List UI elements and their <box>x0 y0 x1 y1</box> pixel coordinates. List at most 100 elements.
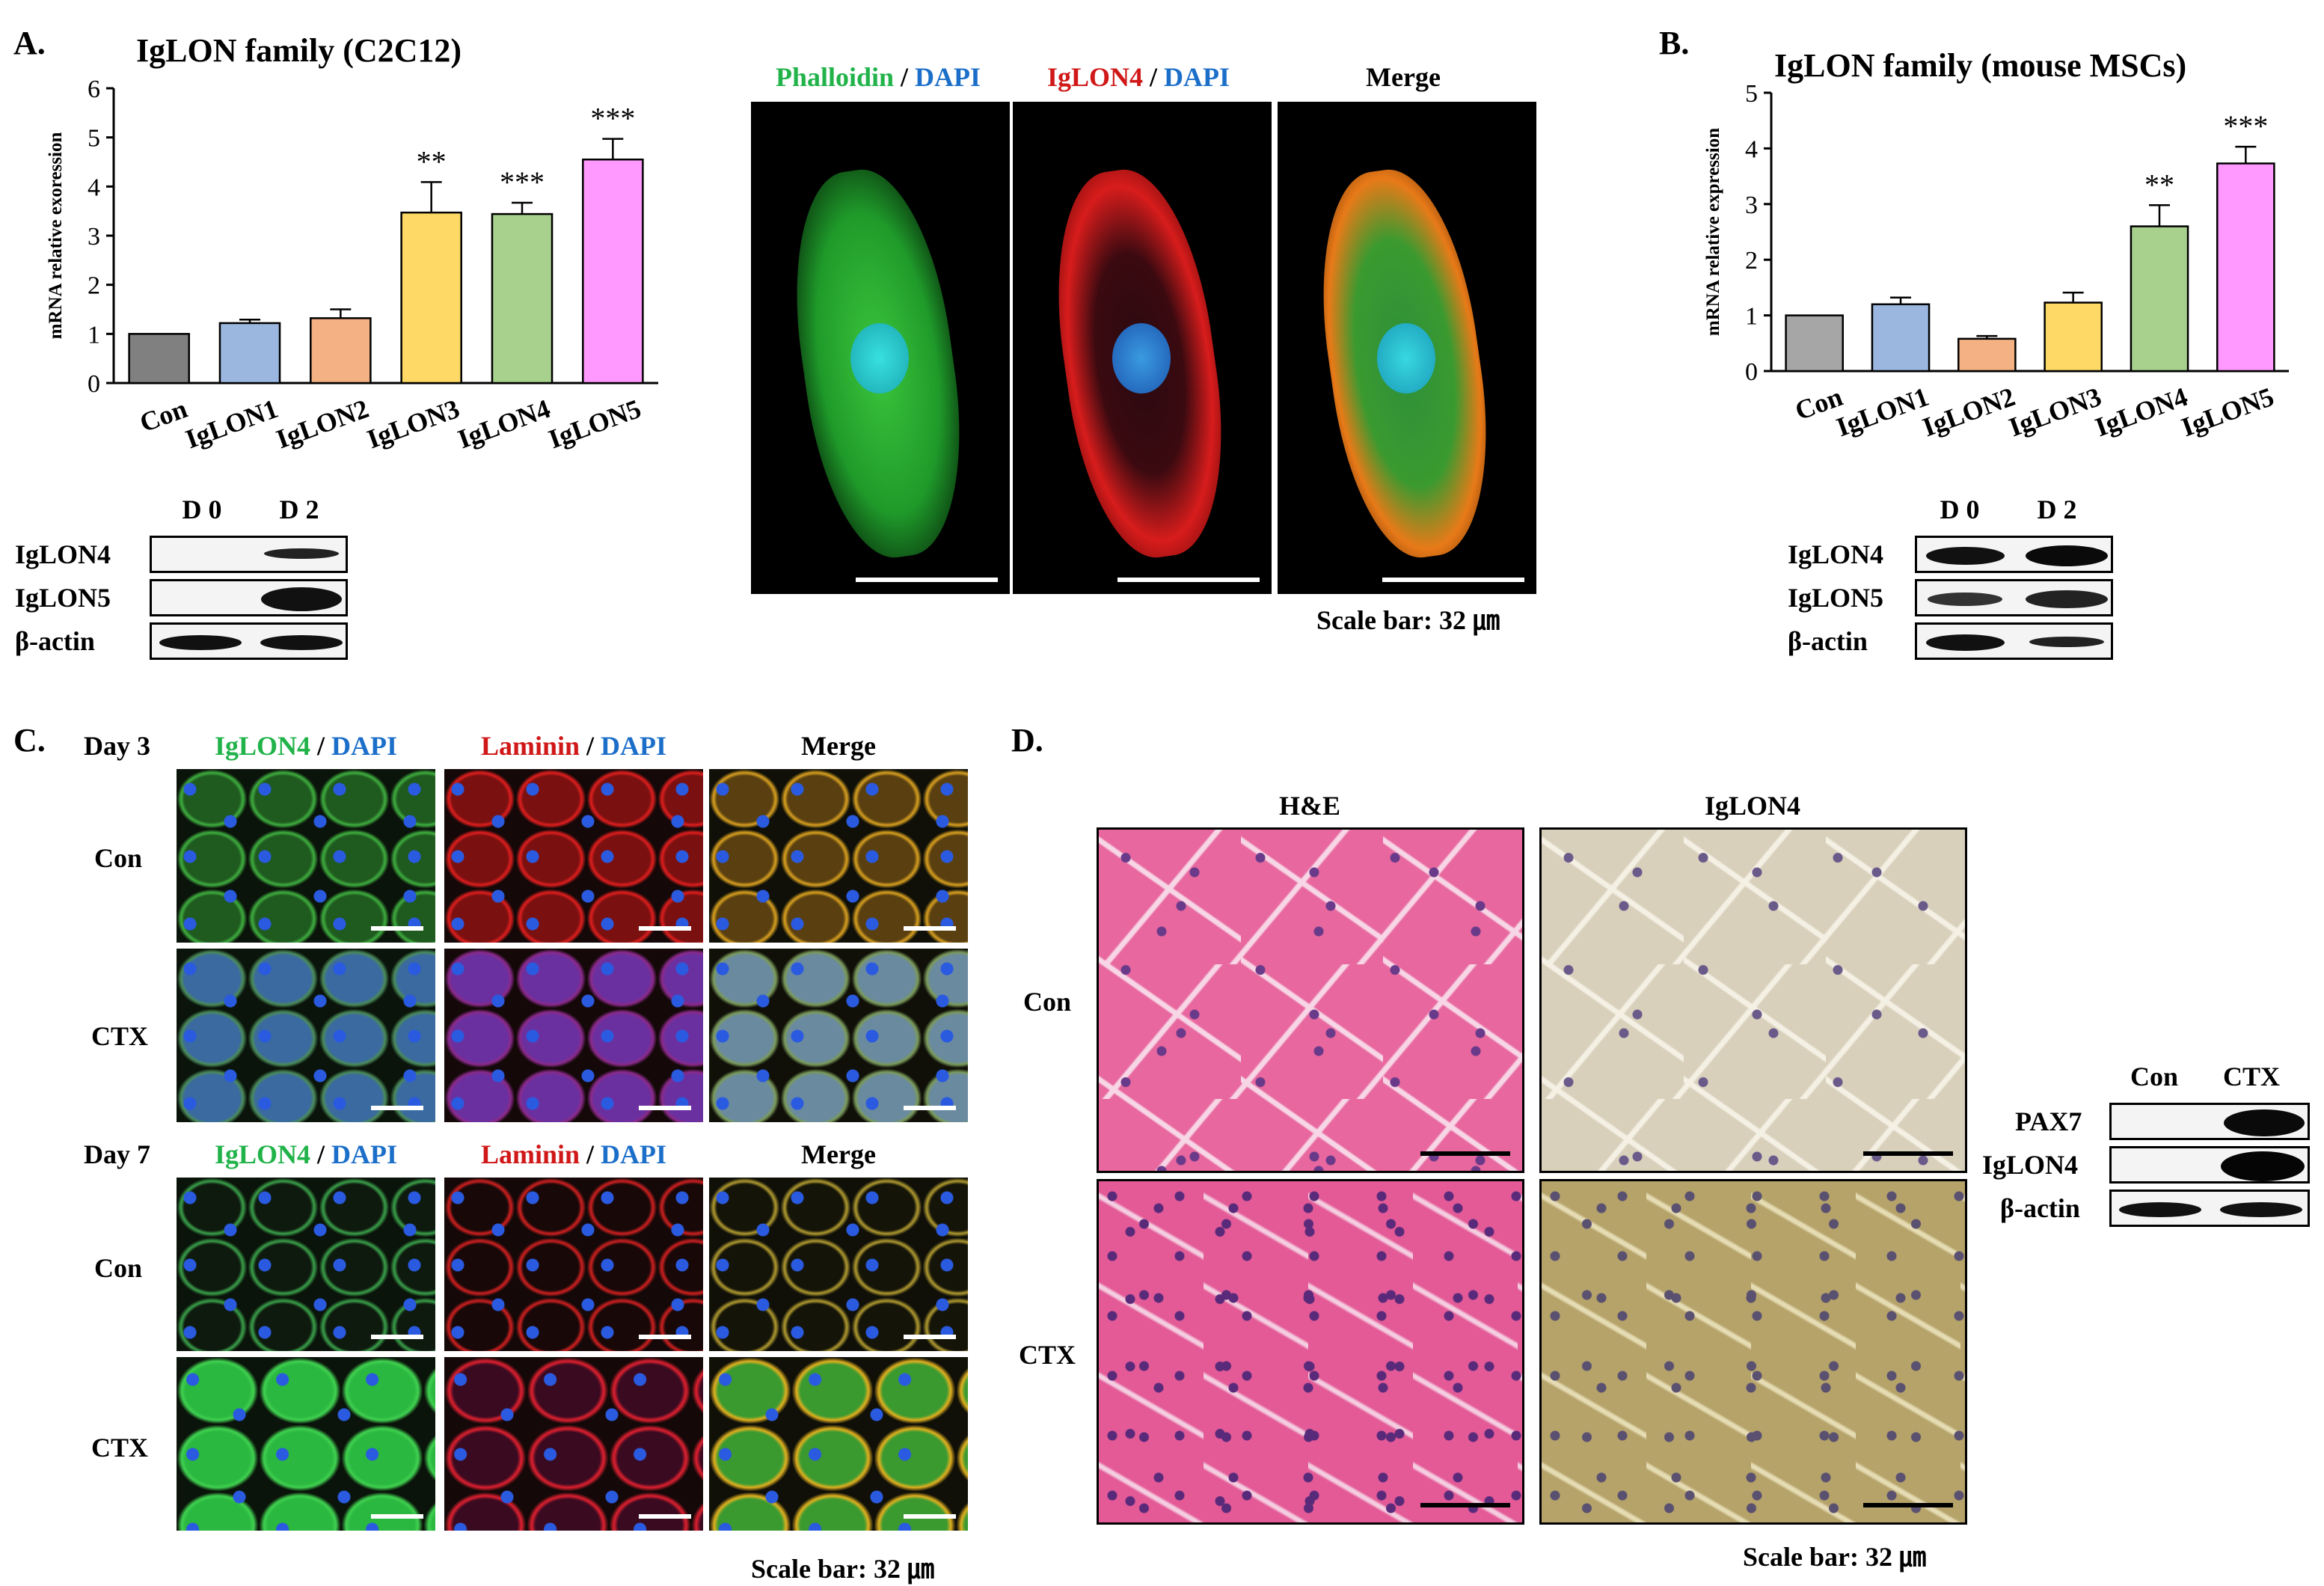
day7-label: Day 7 <box>84 1139 150 1169</box>
y-tick-label: 5 <box>88 125 100 153</box>
y-tick-label: 4 <box>1745 135 1758 163</box>
if-image-cell <box>177 1178 435 1351</box>
blot-lane-label: D 2 <box>279 495 319 524</box>
blot-row-label: IgLON5 <box>15 583 111 613</box>
y-axis-label: mRNA relative expression <box>1703 128 1723 336</box>
blot-row-label: β-actin <box>15 626 95 656</box>
y-tick-label: 2 <box>88 272 100 300</box>
c-header-merge: Merge <box>801 731 876 761</box>
if-header-merge: Merge <box>1366 62 1441 92</box>
c-header-iglon4-day7: IgLON4 / DAPI <box>214 1139 398 1169</box>
y-tick-label: 5 <box>1745 80 1758 108</box>
scale-bar-label-d: Scale bar: 32 ㎛ <box>1743 1542 1926 1572</box>
if-image-cell <box>709 1178 968 1351</box>
panel-label-b: B. <box>1659 25 1690 61</box>
d-row-ctx: CTX <box>1019 1340 1076 1370</box>
bar <box>1957 337 2017 373</box>
x-tick-label: IgLON4 <box>454 394 554 454</box>
y-tick-label: 0 <box>1745 358 1758 386</box>
d-header-iglon4: IgLON4 <box>1704 791 1801 821</box>
blot-strip <box>2109 1103 2310 1140</box>
blot-strip <box>1915 622 2113 660</box>
y-tick-label: 4 <box>88 174 100 201</box>
ihc-image-ctx <box>1539 1179 1967 1525</box>
western-blot-d: Con CTX PAX7 IgLON4 β-actin <box>1982 1061 2319 1240</box>
western-blot-a: D 0 D 2 IgLON4 IgLON5 β-actin <box>15 494 509 666</box>
western-blot-b: D 0 D 2 IgLON4 IgLON5 β-actin <box>1788 494 2274 666</box>
if-image-cell <box>444 769 703 943</box>
scale-bar-label-c: Scale bar: 32 ㎛ <box>751 1554 934 1584</box>
blot-strip <box>1915 579 2113 616</box>
x-tick-label: IgLON5 <box>545 394 645 454</box>
scale-bar <box>371 1514 423 1519</box>
if-image-cell <box>709 1357 968 1531</box>
panel-label-c: C. <box>13 722 46 759</box>
significance-label: *** <box>590 102 635 135</box>
scale-bar <box>639 926 691 931</box>
bar <box>1871 303 1931 373</box>
bar <box>2130 225 2189 373</box>
panel-label-d: D. <box>1011 722 1043 759</box>
if-image-cell <box>177 1357 435 1531</box>
blot-lane-label: D 0 <box>1940 495 1980 524</box>
blot-lane-label: D 2 <box>2037 495 2077 524</box>
day3-label: Day 3 <box>84 731 150 761</box>
bar <box>218 322 281 385</box>
c-row-ctx-day7: CTX <box>91 1433 149 1463</box>
scale-bar <box>904 1514 956 1519</box>
c-header-laminin: Laminin / DAPI <box>480 731 667 761</box>
y-tick-label: 3 <box>88 223 100 251</box>
x-tick-label: IgLON4 <box>2091 382 2192 442</box>
blot-strip <box>1915 536 2113 573</box>
scale-bar-label: Scale bar: 32 ㎛ <box>1316 605 1500 635</box>
c-row-con-day3: Con <box>94 843 143 873</box>
panel-label-a: A. <box>13 25 46 61</box>
bar <box>128 333 190 385</box>
y-axis-label: mRNA relative exoression <box>46 132 66 340</box>
y-tick-label: 2 <box>1745 247 1758 275</box>
blot-row-label: IgLON4 <box>15 539 111 569</box>
bar-chart-mouse-mscs: IgLON family (mouse MSCs) mRNA relative e… <box>1703 47 2289 442</box>
if-image-cell <box>177 949 435 1122</box>
if-image-cell <box>444 1178 703 1351</box>
if-image-cell <box>444 1357 703 1531</box>
bar <box>310 317 372 385</box>
blot-row-label: PAX7 <box>2015 1106 2082 1136</box>
significance-label: ** <box>2144 168 2174 201</box>
y-tick-label: 1 <box>1745 303 1758 331</box>
c-row-con-day7: Con <box>94 1253 143 1283</box>
blot-strip <box>150 536 348 573</box>
significance-label: *** <box>500 165 545 199</box>
d-row-con: Con <box>1023 987 1072 1017</box>
scale-bar <box>639 1106 691 1110</box>
blot-lane-label: D 0 <box>182 495 222 524</box>
blot-lane-label: Con <box>2130 1062 2179 1091</box>
if-header-phalloidin: Phalloidin / DAPI <box>775 62 981 92</box>
scale-bar <box>639 1514 691 1519</box>
d-header-he: H&E <box>1278 791 1340 821</box>
blot-strip <box>2109 1146 2310 1184</box>
c-header-merge-day7: Merge <box>801 1139 876 1169</box>
significance-label: *** <box>2223 109 2268 143</box>
y-tick-label: 6 <box>88 76 100 103</box>
c-row-ctx-day3: CTX <box>91 1021 149 1051</box>
he-image-con <box>1097 827 1524 1173</box>
ihc-image-con <box>1539 827 1967 1173</box>
if-header-iglon4: IgLON4 / DAPI <box>1046 62 1230 92</box>
blot-row-label: β-actin <box>2000 1193 2080 1223</box>
bar <box>491 212 554 385</box>
scale-bar <box>904 926 956 931</box>
x-tick-label: IgLON3 <box>363 394 463 454</box>
blot-lane-label: CTX <box>2222 1062 2280 1091</box>
blot-strip <box>2109 1190 2310 1227</box>
blot-row-label: IgLON4 <box>1982 1150 2079 1180</box>
if-image-merge <box>1278 102 1536 594</box>
scale-bar <box>371 1106 423 1110</box>
y-tick-label: 3 <box>1745 192 1758 219</box>
chart-title: IgLON family (mouse MSCs) <box>1774 47 2186 84</box>
bar <box>2044 301 2103 373</box>
if-image-cell <box>444 949 703 1122</box>
bar <box>400 211 462 385</box>
y-tick-label: 0 <box>88 370 100 398</box>
significance-label: ** <box>417 144 447 178</box>
